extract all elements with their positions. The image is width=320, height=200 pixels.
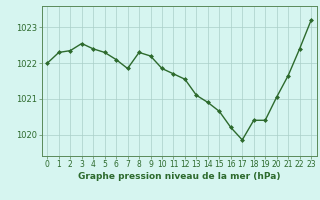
X-axis label: Graphe pression niveau de la mer (hPa): Graphe pression niveau de la mer (hPa)	[78, 172, 280, 181]
